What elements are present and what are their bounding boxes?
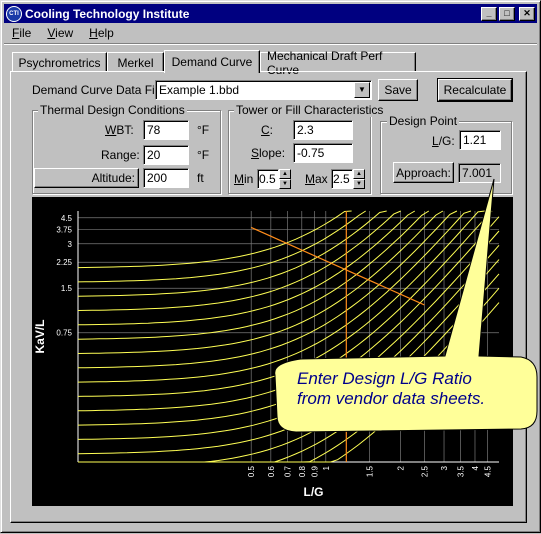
x-tick-label: 1 [322, 465, 331, 470]
range-label: Range: [101, 148, 140, 162]
tab-merkel[interactable]: Merkel [107, 52, 164, 72]
data-file-label: Demand Curve Data File: [32, 83, 168, 97]
spin-up-icon[interactable]: ▲ [353, 169, 365, 179]
c-input[interactable]: 2.3 [293, 120, 353, 140]
x-tick-label: 0.5 [247, 465, 256, 477]
lg-input[interactable]: 1.21 [459, 130, 501, 150]
x-tick-label: 3 [440, 465, 449, 470]
altitude-button[interactable]: Altitude: [34, 168, 139, 188]
y-tick-label: 0.75 [56, 329, 72, 338]
menu-help[interactable]: Help [89, 26, 114, 40]
x-tick-label: 0.7 [283, 465, 292, 477]
wbt-label: WBT: [105, 123, 134, 137]
callout-line-1: Enter Design L/G Ratio [297, 369, 472, 388]
minimize-button[interactable]: _ [481, 6, 497, 21]
x-tick-label: 0.9 [310, 465, 319, 477]
approach-value: 7.001 [458, 163, 501, 183]
design-point-title: Design Point [387, 114, 460, 128]
x-tick-label: 1.5 [365, 465, 374, 477]
title-bar: CTI Cooling Technology Institute _ □ ✕ [4, 4, 537, 23]
x-axis-title: L/G [304, 485, 324, 499]
data-file-value: Example 1.bbd [159, 83, 240, 97]
min-label: Min [234, 172, 254, 186]
y-tick-label: 3 [68, 240, 73, 249]
callout-line-2: from vendor data sheets. [297, 389, 486, 408]
range-unit: °F [197, 148, 210, 162]
range-input[interactable]: 20 [143, 145, 189, 165]
y-tick-label: 3.75 [56, 225, 72, 234]
slope-input[interactable]: -0.75 [293, 143, 353, 163]
y-axis-title: KaV/L [33, 319, 47, 353]
y-tick-label: 2.25 [56, 258, 72, 267]
slope-label: Slope: [251, 146, 286, 160]
spin-up-icon[interactable]: ▲ [279, 169, 291, 179]
x-tick-label: 4 [471, 465, 480, 470]
y-tick-label: 1.5 [61, 284, 73, 293]
c-label: C: [261, 123, 274, 137]
cti-logo-icon: CTI [6, 5, 22, 22]
close-button[interactable]: ✕ [519, 6, 535, 21]
tab-mechanical-draft-perf-curve[interactable]: Mechanical Draft Perf Curve [260, 49, 416, 77]
menu-file[interactable]: File [12, 26, 32, 40]
tab-demand-curve[interactable]: Demand Curve [164, 50, 260, 73]
x-tick-label: 2.5 [420, 465, 429, 477]
x-tick-label: 0.6 [267, 465, 276, 477]
tab-psychrometrics[interactable]: Psychrometrics [12, 52, 107, 72]
window-title: Cooling Technology Institute [25, 6, 190, 21]
menu-separator [4, 43, 537, 45]
y-tick-label: 4.5 [61, 214, 73, 223]
menu-view[interactable]: View [47, 26, 74, 40]
maximize-button[interactable]: □ [499, 6, 515, 21]
x-tick-label: 3.5 [457, 465, 466, 477]
tower-characteristics-title: Tower or Fill Characteristics [234, 103, 386, 117]
callout-text: Enter Design L/G Ratio from vendor data … [297, 369, 537, 409]
min-input[interactable]: 0.5 [257, 169, 279, 189]
altitude-input[interactable]: 200 [143, 168, 189, 188]
lg-label: L/G: [432, 134, 455, 148]
altitude-unit: ft [197, 171, 204, 185]
menu-bar: File View Help [4, 24, 537, 42]
x-tick-label: 4.5 [484, 465, 493, 477]
recalculate-button[interactable]: Recalculate [437, 78, 513, 102]
save-button[interactable]: Save [378, 79, 418, 101]
wbt-unit: °F [197, 123, 210, 137]
data-file-dropdown[interactable]: Example 1.bbd ▼ [155, 80, 372, 100]
demand-curve-panel [10, 71, 527, 523]
thermal-design-title: Thermal Design Conditions [38, 103, 187, 117]
x-tick-label: 0.8 [298, 465, 307, 477]
wbt-input[interactable]: 78 [143, 120, 189, 140]
x-tick-label: 2 [396, 465, 405, 470]
chevron-down-icon[interactable]: ▼ [354, 82, 370, 98]
